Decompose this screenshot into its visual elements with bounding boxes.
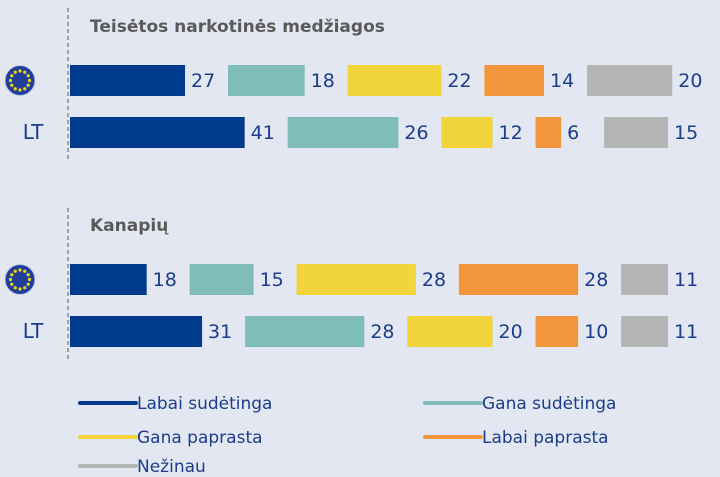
value-label: 6	[567, 122, 579, 144]
value-label: 26	[404, 122, 428, 144]
eu-flag-star	[27, 78, 32, 83]
eu-flag-star	[18, 69, 22, 73]
eu-flag-star	[26, 83, 30, 87]
eu-flag-star	[23, 269, 27, 273]
category-label: LT	[23, 120, 44, 144]
eu-flag-star	[23, 87, 27, 91]
bar-segment	[604, 117, 668, 148]
bar-segment	[228, 65, 305, 96]
bar-segment	[287, 117, 399, 148]
eu-flag-star	[26, 282, 30, 286]
eu-flag-star	[23, 70, 27, 74]
eu-flag-star	[13, 286, 17, 290]
value-label: 11	[674, 321, 698, 343]
value-label: 18	[153, 269, 177, 291]
eu-flag-star	[10, 282, 14, 286]
value-label: 28	[422, 269, 446, 291]
value-label: 14	[550, 70, 574, 92]
bar-segment	[484, 65, 545, 96]
eu-flag-star	[10, 74, 14, 78]
eu-flag-star	[13, 269, 17, 273]
value-label: 27	[191, 70, 215, 92]
eu-flag-star	[27, 277, 32, 282]
value-label: 20	[499, 321, 523, 343]
panel-title: Teisėtos narkotinės medžiagos	[90, 17, 385, 37]
eu-flag-star	[18, 88, 22, 92]
bar-segment	[70, 264, 147, 295]
bar-segment	[347, 65, 442, 96]
eu-flag	[4, 65, 36, 96]
eu-flag-star	[18, 268, 22, 272]
value-label: 41	[251, 122, 275, 144]
bar-segment	[245, 316, 365, 347]
eu-flag-star	[26, 273, 30, 277]
value-label: 15	[674, 122, 698, 144]
bar-segment	[189, 264, 254, 295]
bar-segment	[535, 316, 579, 347]
eu-flag	[4, 264, 36, 295]
eu-flag-star	[13, 70, 17, 74]
bar-segment	[621, 264, 668, 295]
bar-segment	[70, 117, 245, 148]
legend-label: Labai paprasta	[482, 428, 609, 448]
eu-flag-star	[10, 83, 14, 87]
eu-flag-star	[10, 273, 14, 277]
bar-segment	[296, 264, 416, 295]
bar-segment	[535, 117, 562, 148]
value-label: 12	[499, 122, 523, 144]
panel-title: Kanapių	[90, 216, 169, 236]
value-label: 10	[584, 321, 608, 343]
value-label: 31	[208, 321, 232, 343]
bar-segment	[458, 264, 579, 295]
value-label: 15	[260, 269, 284, 291]
bar-segment	[70, 65, 186, 96]
eu-flag-star	[18, 287, 22, 291]
bar-segment	[621, 316, 668, 347]
bar-segment	[70, 316, 203, 347]
legend-label: Labai sudėtinga	[137, 394, 272, 414]
legend-label: Gana sudėtinga	[482, 394, 616, 414]
eu-flag-star	[8, 277, 13, 282]
value-label: 18	[311, 70, 335, 92]
bar-segment	[407, 316, 493, 347]
eu-flag-star	[8, 78, 13, 83]
eu-flag-star	[23, 286, 27, 290]
legend-label: Gana paprasta	[137, 428, 263, 448]
legend-label: Nežinau	[137, 457, 206, 477]
value-label: 20	[678, 70, 702, 92]
bar-segment	[587, 65, 673, 96]
value-label: 28	[584, 269, 608, 291]
category-label: LT	[23, 319, 44, 343]
eu-flag-star	[26, 74, 30, 78]
value-label: 28	[370, 321, 394, 343]
value-label: 11	[674, 269, 698, 291]
value-label: 22	[447, 70, 471, 92]
bar-segment	[441, 117, 493, 148]
eu-flag-star	[13, 87, 17, 91]
